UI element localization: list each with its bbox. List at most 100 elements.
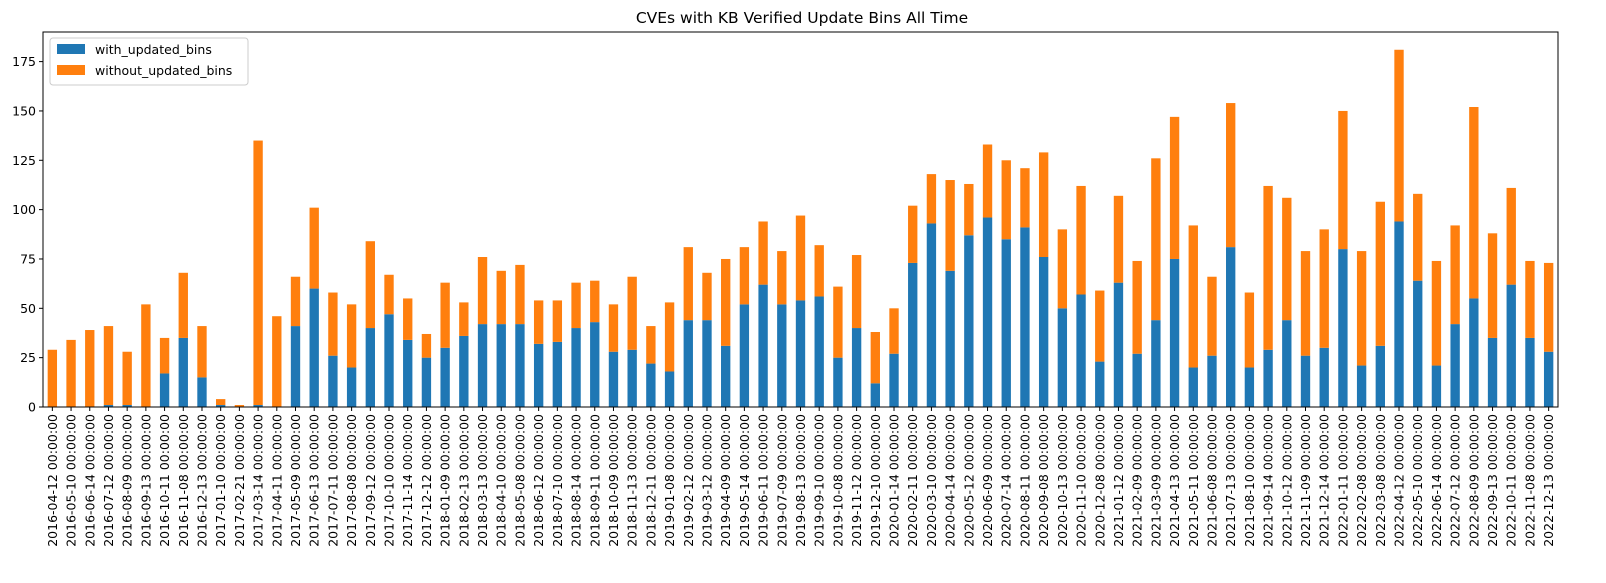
bar-with-updated-bins (814, 296, 824, 407)
bar-with-updated-bins (197, 377, 207, 407)
bar-without-updated-bins (814, 245, 824, 297)
x-tick-label: 2016-12-13 00:00:00 (194, 414, 209, 547)
bar-with-updated-bins (1151, 320, 1161, 407)
bar-without-updated-bins (346, 304, 357, 368)
bar-with-updated-bins (178, 337, 188, 407)
bar-without-updated-bins (1506, 187, 1516, 285)
bar-without-updated-bins (533, 300, 544, 344)
bar-without-updated-bins (122, 351, 132, 406)
bar-without-updated-bins (1226, 103, 1236, 248)
x-tick-label: 2016-06-14 00:00:00 (82, 414, 97, 547)
bar-with-updated-bins (590, 322, 600, 407)
x-tick-label: 2022-03-08 00:00:00 (1373, 414, 1388, 547)
bar-without-updated-bins (702, 272, 712, 321)
bar-without-updated-bins (1413, 193, 1423, 281)
bar-without-updated-bins (234, 405, 245, 407)
plot-frame (42, 31, 1559, 408)
bar-without-updated-bins (1132, 260, 1142, 354)
x-tick-label: 2019-11-12 00:00:00 (849, 414, 864, 547)
x-tick-label: 2020-09-08 00:00:00 (1036, 414, 1051, 547)
bar-without-updated-bins (683, 247, 693, 321)
bar-without-updated-bins (1525, 260, 1535, 338)
x-tick-label: 2016-09-13 00:00:00 (138, 414, 153, 547)
x-tick-label: 2017-01-10 00:00:00 (213, 414, 228, 547)
x-tick-label: 2021-08-10 00:00:00 (1242, 414, 1257, 547)
x-tick-label: 2021-06-08 00:00:00 (1204, 414, 1219, 547)
x-tick-label: 2021-02-09 00:00:00 (1130, 414, 1145, 547)
bar-without-updated-bins (459, 302, 469, 336)
bar-with-updated-bins (216, 405, 226, 407)
bar-without-updated-bins (1394, 49, 1404, 222)
x-tick-label: 2017-11-14 00:00:00 (400, 414, 415, 547)
legend-swatch (57, 65, 85, 75)
y-tick-label: 125 (12, 153, 36, 168)
bar-with-updated-bins (1188, 367, 1198, 407)
x-tick-label: 2016-10-11 00:00:00 (157, 414, 172, 547)
bar-without-updated-bins (739, 247, 750, 305)
bar-without-updated-bins (1113, 195, 1124, 283)
bar-without-updated-bins (365, 241, 375, 329)
bar-with-updated-bins (1169, 258, 1180, 407)
bar-without-updated-bins (1038, 152, 1049, 257)
chart-title: CVEs with KB Verified Update Bins All Ti… (636, 9, 968, 27)
bar-with-updated-bins (440, 347, 450, 407)
y-tick-label: 175 (12, 54, 36, 69)
bar-without-updated-bins (1076, 185, 1086, 295)
bar-with-updated-bins (403, 339, 413, 407)
bar-without-updated-bins (590, 280, 600, 323)
bar-without-updated-bins (1095, 290, 1105, 362)
bar-without-updated-bins (178, 272, 188, 338)
legend-box (49, 37, 249, 86)
bar-with-updated-bins (346, 367, 357, 407)
x-tick-label: 2019-07-09 00:00:00 (774, 414, 789, 547)
bars-layer (47, 49, 1554, 407)
bar-with-updated-bins (795, 300, 806, 407)
bar-without-updated-bins (253, 140, 263, 406)
x-tick-label: 2017-06-13 00:00:00 (307, 414, 322, 547)
bar-with-updated-bins (1413, 280, 1423, 407)
bar-with-updated-bins (253, 405, 263, 407)
bar-with-updated-bins (571, 328, 581, 407)
x-tick-label: 2021-10-12 00:00:00 (1279, 414, 1294, 547)
bar-without-updated-bins (1207, 276, 1217, 356)
bar-without-updated-bins (795, 215, 806, 301)
bar-without-updated-bins (664, 302, 675, 372)
x-tick-label: 2017-08-08 00:00:00 (344, 414, 359, 547)
x-tick-label: 2020-07-14 00:00:00 (999, 414, 1014, 547)
x-tick-label: 2017-05-09 00:00:00 (288, 414, 303, 547)
legend-swatch (57, 44, 85, 54)
bar-with-updated-bins (926, 223, 937, 407)
bar-with-updated-bins (1020, 227, 1030, 407)
bar-without-updated-bins (47, 349, 58, 407)
y-tick-label: 50 (20, 301, 36, 316)
bar-without-updated-bins (85, 330, 95, 407)
bar-without-updated-bins (515, 264, 525, 325)
bar-without-updated-bins (290, 276, 301, 327)
bar-with-updated-bins (1319, 347, 1329, 407)
x-tick-label: 2021-01-12 00:00:00 (1111, 414, 1126, 547)
bar-without-updated-bins (403, 298, 413, 340)
bar-with-updated-bins (721, 345, 731, 407)
x-tick-label: 2018-04-10 00:00:00 (494, 414, 509, 547)
bar-with-updated-bins (1244, 367, 1255, 407)
bar-without-updated-bins (1057, 229, 1068, 309)
x-tick-label: 2022-08-09 00:00:00 (1466, 414, 1481, 547)
x-tick-label: 2021-09-14 00:00:00 (1261, 414, 1276, 547)
bar-without-updated-bins (1244, 292, 1255, 368)
bar-without-updated-bins (870, 332, 880, 384)
x-tick-label: 2020-03-10 00:00:00 (924, 414, 939, 547)
bar-with-updated-bins (1038, 257, 1049, 407)
bar-with-updated-bins (1132, 353, 1142, 407)
bar-without-updated-bins (1300, 251, 1311, 356)
x-tick-label: 2019-04-09 00:00:00 (718, 414, 733, 547)
bar-without-updated-bins (571, 282, 581, 329)
x-tick-label: 2018-10-09 00:00:00 (606, 414, 621, 547)
x-axis: 2016-04-12 00:00:00 2016-05-10 00:00:00 20… (45, 407, 1556, 547)
bar-with-updated-bins (1469, 298, 1479, 407)
bar-with-updated-bins (627, 349, 637, 407)
x-tick-label: 2021-03-09 00:00:00 (1148, 414, 1163, 547)
bar-without-updated-bins (1319, 229, 1329, 348)
x-tick-label: 2022-12-13 00:00:00 (1541, 414, 1556, 547)
bar-with-updated-bins (889, 353, 899, 407)
bar-without-updated-bins (272, 316, 282, 407)
